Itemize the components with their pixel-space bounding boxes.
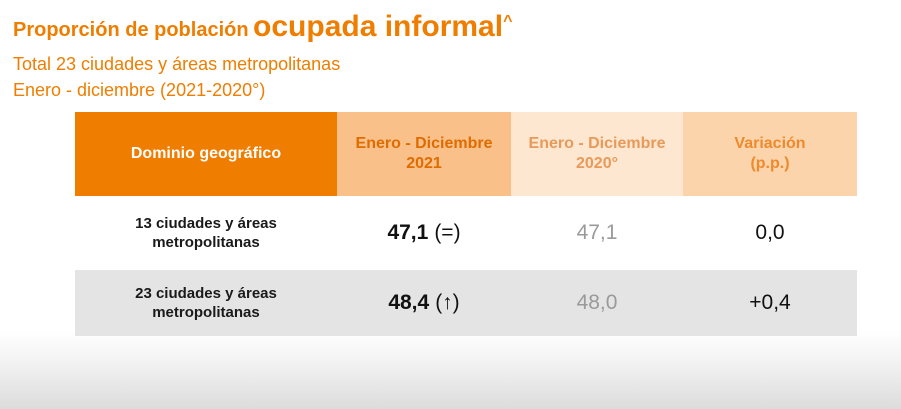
variation-value: +0,4 xyxy=(749,291,791,314)
title-prefix: Proporción de población xyxy=(13,19,249,41)
header-domain-label: Dominio geográfico xyxy=(130,145,282,162)
row-domain-line1: 13 ciudades y áreas xyxy=(135,214,277,232)
page-title: Proporción de población ocupada informal… xyxy=(13,12,512,42)
header-variation: Variación (p.p.) xyxy=(683,112,857,196)
row-value-2021: 48,4 (↑) xyxy=(337,270,511,336)
row-domain-line2: metropolitanas xyxy=(152,304,260,321)
value-2020: 48,0 xyxy=(576,291,618,314)
row-variation: +0,4 xyxy=(683,270,857,336)
row-domain: 23 ciudades y áreas metropolitanas xyxy=(75,270,337,336)
row-value-2020: 48,0 xyxy=(511,270,683,336)
title-mark: ^ xyxy=(503,13,513,30)
header-2020: Enero - Diciembre 2020° xyxy=(511,112,683,196)
table-header-row: Dominio geográfico Enero - Diciembre 202… xyxy=(75,112,857,196)
table-row: 23 ciudades y áreas metropolitanas 48,4 … xyxy=(75,270,857,336)
subtitle-scope: Total 23 ciudades y áreas metropolitanas xyxy=(13,54,341,74)
value-2020: 47,1 xyxy=(576,221,618,244)
row-domain: 13 ciudades y áreas metropolitanas xyxy=(75,200,337,266)
header-2021-line1: Enero - Diciembre xyxy=(355,135,493,152)
row-value-2020: 47,1 xyxy=(511,200,683,266)
header-domain: Dominio geográfico xyxy=(75,112,337,196)
row-variation: 0,0 xyxy=(683,200,857,266)
data-table: Dominio geográfico Enero - Diciembre 202… xyxy=(75,112,857,336)
row-domain-line2: metropolitanas xyxy=(152,234,260,251)
row-value-2021: 47,1 (=) xyxy=(337,200,511,266)
row-domain-line1: 23 ciudades y áreas xyxy=(135,284,277,302)
header-2021-line2: 2021 xyxy=(406,155,442,172)
header-2020-line2: 2020° xyxy=(576,155,618,172)
table-row: 13 ciudades y áreas metropolitanas 47,1 … xyxy=(75,200,857,266)
header-2021: Enero - Diciembre 2021 xyxy=(337,112,511,196)
trend-indicator: (=) xyxy=(434,221,461,244)
title-emphasis: ocupada informal xyxy=(253,10,504,43)
variation-value: 0,0 xyxy=(755,221,785,244)
subtitle-period: Enero - diciembre (2021-2020°) xyxy=(13,80,266,100)
header-variation-line1: Variación xyxy=(734,135,806,152)
value-2021: 47,1 xyxy=(387,221,429,244)
value-2021: 48,4 xyxy=(388,291,430,314)
header-variation-line2: (p.p.) xyxy=(750,155,790,172)
header-2020-line1: Enero - Diciembre xyxy=(528,135,666,152)
trend-indicator: (↑) xyxy=(435,291,460,314)
